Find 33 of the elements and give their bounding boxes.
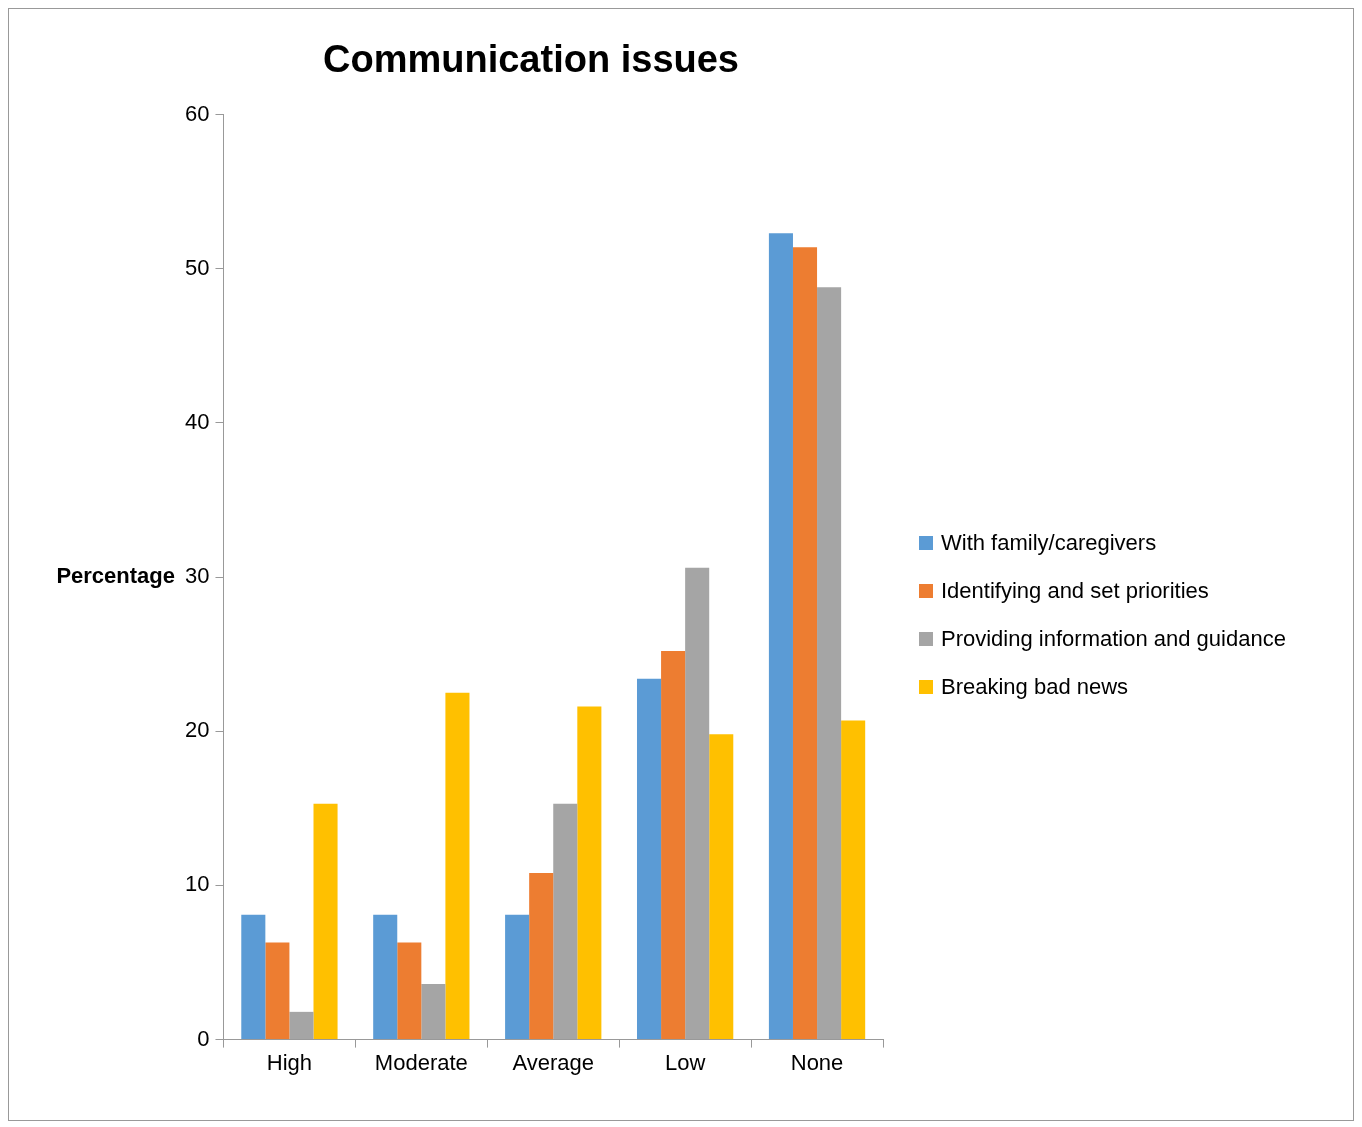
x-tick-label: High — [266, 1049, 313, 1075]
y-tick-label: 0 — [197, 1025, 210, 1051]
bar — [709, 734, 734, 1040]
bar — [445, 692, 470, 1040]
chart-title: Communication issues — [323, 38, 739, 81]
y-axis-title: Percentage — [56, 563, 175, 589]
y-tick-label: 60 — [184, 100, 210, 126]
bar — [529, 873, 554, 1040]
y-tick-label: 50 — [184, 254, 210, 280]
y-tick-label: 40 — [184, 409, 210, 434]
x-tick-label: Moderate — [374, 1049, 468, 1075]
bar — [265, 942, 290, 1040]
bar — [505, 914, 530, 1040]
bar — [313, 803, 338, 1040]
legend-label: With family/caregivers — [941, 530, 1157, 556]
bar — [637, 678, 662, 1040]
legend-label: Identifying and set priorities — [941, 578, 1209, 604]
y-tick-label: 10 — [184, 871, 210, 897]
x-tick-label: Low — [664, 1049, 706, 1075]
legend-label: Breaking bad news — [941, 674, 1129, 700]
legend-label: Providing information and guidance — [941, 626, 1286, 652]
bar — [397, 942, 422, 1040]
bar — [241, 914, 266, 1040]
bar — [373, 914, 398, 1040]
bar — [768, 233, 793, 1040]
x-tick-label: None — [790, 1049, 844, 1075]
y-tick-label: 20 — [184, 717, 210, 743]
y-tick-label: 30 — [184, 563, 210, 589]
bar — [577, 706, 602, 1040]
bar — [661, 651, 686, 1040]
bar — [792, 247, 818, 1040]
x-tick-label: Average — [512, 1049, 595, 1075]
bar — [841, 720, 866, 1040]
